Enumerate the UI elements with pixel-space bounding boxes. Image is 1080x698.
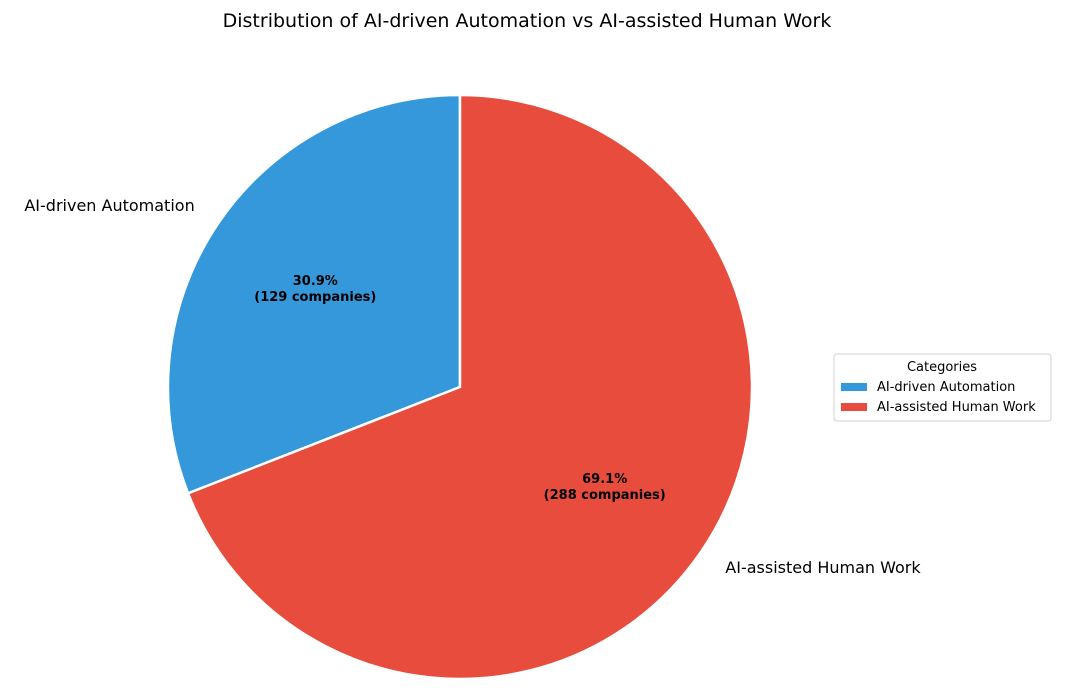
- pie-slice-1: [186, 93, 754, 681]
- pie-slice-0: [166, 93, 462, 496]
- slice-percent-label: 69.1%: [582, 472, 627, 487]
- slice-category-label: AI-driven Automation: [24, 196, 194, 215]
- slice-count-label: (129 companies): [254, 290, 376, 305]
- legend-swatch-ai-assisted: [841, 403, 867, 411]
- legend-title: Categories: [907, 360, 977, 375]
- legend-label-ai-driven: AI-driven Automation: [877, 380, 1015, 395]
- chart-title: Distribution of AI-driven Automation vs …: [223, 10, 832, 32]
- slice-count-label: (288 companies): [544, 488, 666, 503]
- legend-label-ai-assisted: AI-assisted Human Work: [877, 400, 1036, 415]
- slice-category-label: AI-assisted Human Work: [725, 558, 921, 577]
- legend: Categories AI-driven Automation AI-assis…: [833, 353, 1052, 422]
- slice-percent-label: 30.9%: [293, 274, 338, 289]
- legend-swatch-ai-driven: [841, 383, 867, 391]
- legend-frame: [833, 353, 1052, 422]
